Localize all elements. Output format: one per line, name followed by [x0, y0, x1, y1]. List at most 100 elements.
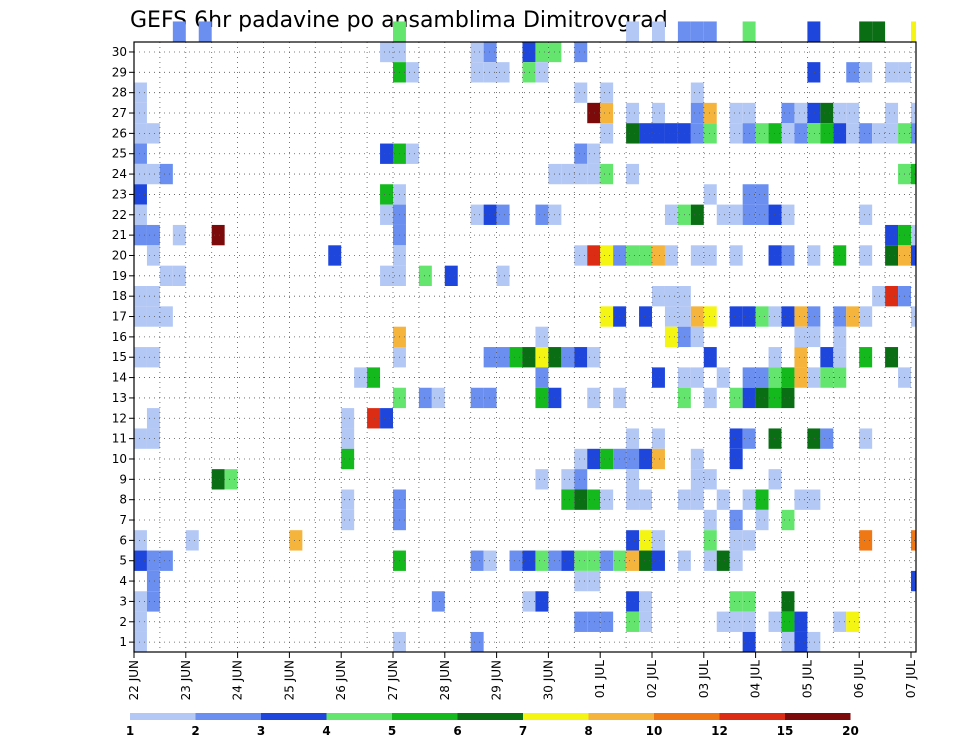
heatmap-cell [716, 204, 730, 225]
heatmap-cell [639, 448, 652, 470]
colorbar-label: 6 [453, 724, 461, 738]
colorbar-label: 7 [519, 724, 527, 738]
heatmap-cell [535, 62, 549, 83]
heatmap-cell [483, 550, 497, 571]
heatmap-cell [561, 489, 575, 510]
heatmap-cell [626, 245, 640, 266]
heatmap-cell [768, 428, 782, 449]
heatmap-cell [729, 591, 743, 612]
heatmap-cell [807, 21, 821, 42]
heatmap-cell [341, 509, 355, 531]
colorbar-label: 4 [322, 724, 330, 738]
heatmap-cell [522, 41, 536, 63]
heatmap-cell [185, 530, 199, 551]
heatmap-cell [911, 530, 916, 551]
heatmap-cell [807, 123, 821, 144]
heatmap-cell [690, 489, 704, 510]
heatmap-cell [587, 550, 601, 571]
heatmap-cell [781, 611, 795, 632]
heatmap-cell [755, 123, 769, 144]
heatmap-cell [807, 631, 821, 653]
heatmap-cell [859, 306, 873, 327]
heatmap-cell [626, 448, 640, 470]
heatmap-cell [535, 550, 549, 571]
heatmap-cell [367, 408, 381, 429]
heatmap-cell [807, 326, 821, 348]
heatmap-cell [652, 428, 665, 449]
heatmap-cell [159, 550, 173, 571]
colorbar: 1 2 3 4 5 6 7 8 10 12 15 20 [126, 713, 859, 738]
heatmap-cell [703, 184, 717, 205]
heatmap-cell [911, 102, 916, 124]
heatmap-cell [859, 530, 873, 551]
colorbar-label: 10 [646, 724, 663, 738]
y-tick-label: 22 [112, 208, 127, 222]
heatmap-cell [794, 306, 808, 327]
colorbar-segment [523, 713, 589, 720]
colorbar-segment [654, 713, 720, 720]
heatmap-cell [807, 489, 821, 510]
heatmap-cell [755, 387, 769, 409]
heatmap-cell [911, 163, 916, 185]
heatmap-cell [405, 62, 419, 83]
heatmap-cell [652, 367, 665, 388]
heatmap-cell [600, 611, 614, 632]
heatmap-cell [134, 143, 147, 164]
heatmap-cell [574, 143, 588, 164]
heatmap-cells [134, 21, 916, 653]
heatmap-cell [341, 448, 355, 470]
heatmap-cell [652, 123, 665, 144]
heatmap-cell [341, 408, 355, 429]
y-tick-label: 23 [112, 187, 127, 201]
heatmap-cell [807, 102, 821, 124]
heatmap-cell [134, 306, 147, 327]
heatmap-cell [794, 367, 808, 388]
heatmap-cell [483, 41, 497, 63]
heatmap-cell [781, 509, 795, 531]
x-tick-label: 06 JUL [852, 660, 866, 698]
heatmap-cell [781, 245, 795, 266]
heatmap-cell [690, 204, 704, 225]
heatmap-cell [509, 550, 523, 571]
heatmap-cell [755, 367, 769, 388]
heatmap-cell [626, 550, 640, 571]
heatmap-cell [820, 367, 834, 388]
heatmap-cell [522, 550, 536, 571]
y-tick-label: 29 [112, 65, 127, 79]
heatmap-cell [470, 550, 484, 571]
heatmap-cell [626, 611, 640, 632]
heatmap-cell [807, 428, 821, 449]
heatmap-cell [846, 306, 860, 327]
y-tick-label: 15 [112, 350, 127, 364]
heatmap-cell [146, 245, 160, 266]
heatmap-cell [626, 163, 640, 185]
heatmap-cell [729, 387, 743, 409]
heatmap-cell [587, 245, 601, 266]
heatmap-cell [535, 469, 549, 490]
heatmap-cell [820, 123, 834, 144]
heatmap-cell [729, 448, 743, 470]
heatmap-cell [146, 570, 160, 592]
heatmap-cell [768, 123, 782, 144]
heatmap-cell [885, 62, 899, 83]
plot-frame [133, 41, 917, 653]
heatmap-cell [380, 265, 393, 286]
heatmap-cell [535, 41, 549, 63]
heatmap-cell [846, 102, 860, 124]
y-tick-label: 13 [112, 391, 127, 405]
heatmap-cell [768, 387, 782, 409]
heatmap-cell [146, 550, 160, 571]
heatmap-cell [639, 550, 652, 571]
heatmap-cell [807, 367, 821, 388]
y-tick-label: 20 [112, 248, 127, 262]
heatmap-cell [703, 550, 717, 571]
heatmap-cell [134, 286, 147, 307]
heatmap-cell [768, 367, 782, 388]
heatmap-cell [146, 224, 160, 246]
heatmap-cell [794, 631, 808, 653]
heatmap-cell [729, 530, 743, 551]
colorbar-label: 3 [257, 724, 265, 738]
heatmap-cell [134, 163, 147, 185]
heatmap-cell [911, 245, 916, 266]
y-tick-label: 6 [119, 533, 127, 547]
